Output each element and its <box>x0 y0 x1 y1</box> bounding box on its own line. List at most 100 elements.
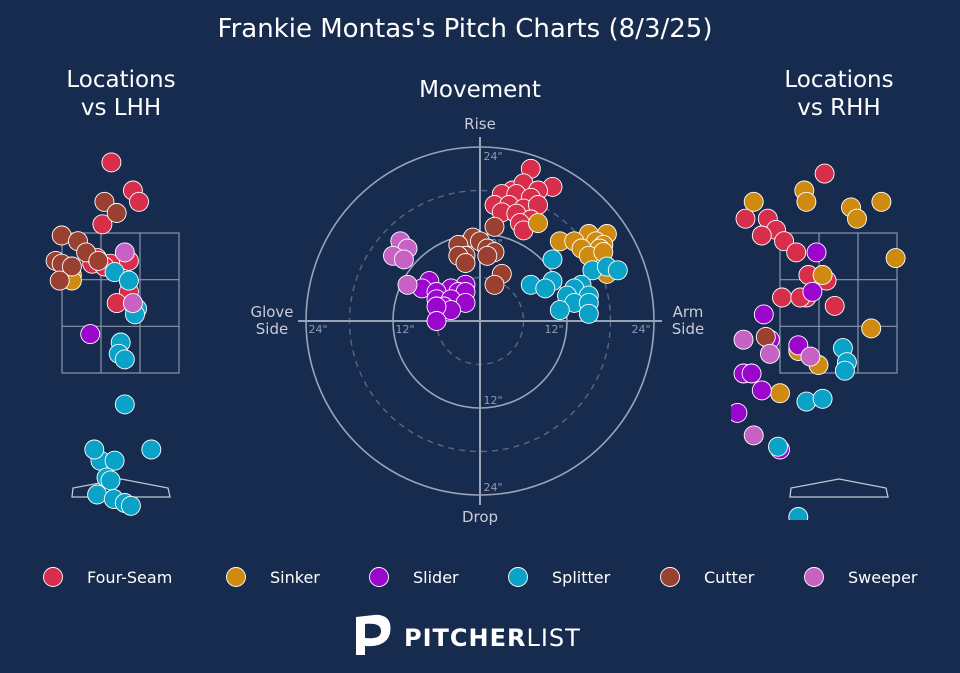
rhh-point-sweeper-47 <box>743 425 764 446</box>
legend-swatch-sinker <box>226 567 246 587</box>
legend-label-sweeper: Sweeper <box>848 568 918 587</box>
movement-point-cutter-69 <box>484 274 505 295</box>
rhh-point-splitter-41 <box>768 436 788 457</box>
rhh-point-slider-26 <box>806 242 827 263</box>
legend-label-sinker: Sinker <box>270 568 320 587</box>
movement-point-sinker-17 <box>528 213 548 234</box>
legend-label-four-seam: Four-Seam <box>87 568 172 587</box>
ring-label-top-24: 24" <box>483 150 502 163</box>
movement-point-cutter-67 <box>477 245 498 266</box>
lhh-point-four-seam-3 <box>92 214 113 235</box>
movement-point-sweeper-73 <box>393 249 414 270</box>
movement-point-splitter-49 <box>535 278 556 299</box>
legend-swatch-sweeper <box>804 567 824 587</box>
rhh-point-cutter-43 <box>755 326 776 347</box>
legend-label-splitter: Splitter <box>552 568 611 587</box>
chart-title: Frankie Montas's Pitch Charts (8/3/25) <box>218 14 713 44</box>
rhh-point-sweeper-45 <box>759 343 780 364</box>
lhh-point-cutter-42 <box>49 270 70 291</box>
glove-side-label-2: Side <box>256 320 288 338</box>
lhh-point-cutter-40 <box>61 256 82 277</box>
lhh-point-splitter-28 <box>100 470 121 491</box>
rhh-point-four-seam-9 <box>772 287 792 308</box>
rhh-point-slider-32 <box>741 363 762 384</box>
arm-side-label-2: Side <box>672 320 704 338</box>
rhh-point-splitter-38 <box>834 360 855 381</box>
rhh-point-sinker-21 <box>861 318 882 339</box>
rhh-point-sinker-19 <box>885 248 906 269</box>
lhh-point-splitter-21 <box>114 349 135 370</box>
legend-label-cutter: Cutter <box>704 568 755 587</box>
lhh-point-four-seam-0 <box>101 152 122 173</box>
lhh-point-splitter-26 <box>84 439 105 460</box>
rhh-point-splitter-40 <box>812 388 833 409</box>
lhh-point-sweeper-43 <box>114 242 135 263</box>
rhh-point-sinker-25 <box>770 383 790 404</box>
svg-text:PITCHERLIST: PITCHERLIST <box>404 624 581 652</box>
rhh-point-sinker-18 <box>847 208 867 229</box>
rhh-point-slider-34 <box>731 402 748 423</box>
ring-label-left-24: 24" <box>308 323 327 336</box>
legend-label-slider: Slider <box>413 568 459 587</box>
lhh-point-splitter-32 <box>120 495 141 516</box>
lhh-point-cutter-34 <box>106 203 127 223</box>
movement-point-splitter-43 <box>542 249 563 270</box>
movement-point-sweeper-74 <box>397 274 418 295</box>
ring-label-bottom-24: 24" <box>483 481 502 494</box>
movement-title: Movement <box>419 77 541 103</box>
movement-point-splitter-46 <box>607 260 628 281</box>
rhh-point-slider-28 <box>753 304 774 325</box>
lhh-point-splitter-29 <box>87 484 108 505</box>
movement-point-cutter-66 <box>455 253 476 273</box>
lhh-point-sweeper-44 <box>122 293 143 314</box>
rhh-point-four-seam-4 <box>751 225 772 246</box>
lhh-point-splitter-22 <box>114 394 135 415</box>
legend-swatch-slider <box>369 567 389 587</box>
rise-label: Rise <box>464 115 496 133</box>
lhh-title-line2: vs LHH <box>81 95 161 121</box>
drop-label: Drop <box>462 508 498 526</box>
legend-swatch-cutter <box>660 567 680 587</box>
rhh-title-line1: Locations <box>784 67 893 93</box>
rhh-point-sweeper-44 <box>733 329 754 350</box>
rhh-point-sinker-15 <box>796 191 817 212</box>
rhh-point-splitter-39 <box>796 391 817 412</box>
logo-text-bold: PITCHER <box>404 624 526 652</box>
movement-pitch-points <box>383 158 628 331</box>
movement-point-splitter-56 <box>549 300 570 321</box>
movement-grid <box>298 137 662 505</box>
rhh-point-sinker-14 <box>743 191 764 212</box>
lhh-point-splitter-15 <box>118 270 139 291</box>
movement-point-cutter-59 <box>484 216 505 237</box>
logo-text-light: LIST <box>526 624 580 652</box>
ring-label-right-24: 24" <box>631 323 650 336</box>
rhh-point-splitter-42 <box>788 507 809 520</box>
legend-swatch-four-seam <box>43 567 63 587</box>
rhh-point-four-seam-1 <box>735 208 756 229</box>
lhh-pitch-points <box>45 152 162 516</box>
pitcherlist-logo-mark <box>356 614 391 655</box>
lhh-strike-zone <box>61 232 180 374</box>
rhh-point-slider-33 <box>751 380 772 401</box>
legend-swatch-splitter <box>508 567 528 587</box>
rhh-point-sinker-20 <box>812 265 833 285</box>
rhh-home-plate <box>789 478 889 498</box>
rhh-point-sinker-17 <box>871 191 892 212</box>
lhh-point-slider-13 <box>80 324 101 345</box>
rhh-pitch-points <box>731 163 906 520</box>
arm-side-label-1: Arm <box>673 303 704 321</box>
lhh-point-splitter-25 <box>104 450 125 471</box>
lhh-point-cutter-41 <box>88 250 109 271</box>
movement-point-slider-42 <box>426 311 447 331</box>
rhh-point-four-seam-12 <box>824 295 845 316</box>
rhh-point-four-seam-6 <box>786 242 807 263</box>
ring-label-right-12: 12" <box>544 323 563 336</box>
ring-label-left-12: 12" <box>395 323 414 336</box>
lhh-home-plate <box>71 478 171 498</box>
ring-label-bottom-12: 12" <box>483 394 502 407</box>
rhh-point-slider-27 <box>802 281 823 302</box>
rhh-point-sweeper-46 <box>800 346 821 367</box>
glove-side-label-1: Glove <box>250 303 293 321</box>
